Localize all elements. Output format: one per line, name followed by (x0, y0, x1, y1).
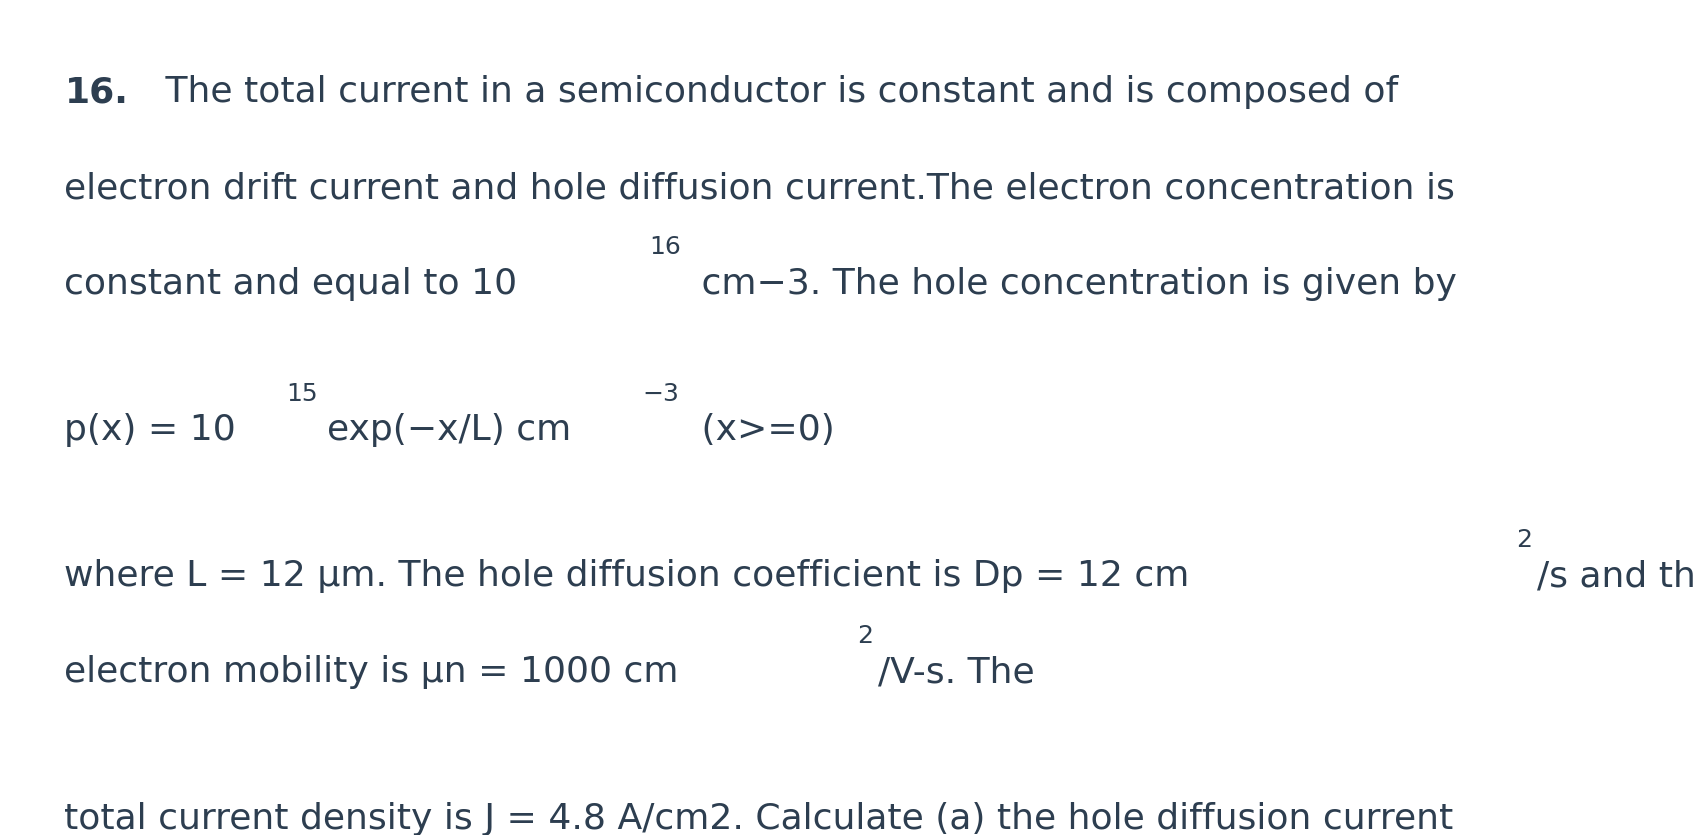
Text: The total current in a semiconductor is constant and is composed of: The total current in a semiconductor is … (154, 75, 1398, 109)
Text: p(x) = 10: p(x) = 10 (64, 413, 236, 448)
Text: 16: 16 (650, 235, 680, 260)
Text: −3: −3 (641, 382, 679, 406)
Text: 15: 15 (287, 382, 317, 406)
Text: constant and equal to 10: constant and equal to 10 (64, 267, 518, 301)
Text: 2: 2 (857, 624, 874, 648)
Text: /V-s. The: /V-s. The (877, 655, 1035, 690)
Text: 16.: 16. (64, 75, 129, 109)
Text: total current density is J = 4.8 A/cm2. Calculate (a) the hole diffusion current: total current density is J = 4.8 A/cm2. … (64, 802, 1454, 835)
Text: electron drift current and hole diffusion current.The electron concentration is: electron drift current and hole diffusio… (64, 171, 1456, 205)
Text: cm−3. The hole concentration is given by: cm−3. The hole concentration is given by (691, 267, 1458, 301)
Text: (x>=0): (x>=0) (689, 413, 835, 448)
Text: 2: 2 (1517, 528, 1532, 552)
Text: electron mobility is μn = 1000 cm: electron mobility is μn = 1000 cm (64, 655, 679, 690)
Text: where L = 12 μm. The hole diffusion coefficient is Dp = 12 cm: where L = 12 μm. The hole diffusion coef… (64, 559, 1190, 594)
Text: exp(−x/L) cm: exp(−x/L) cm (328, 413, 572, 448)
Text: /s and the: /s and the (1537, 559, 1697, 594)
